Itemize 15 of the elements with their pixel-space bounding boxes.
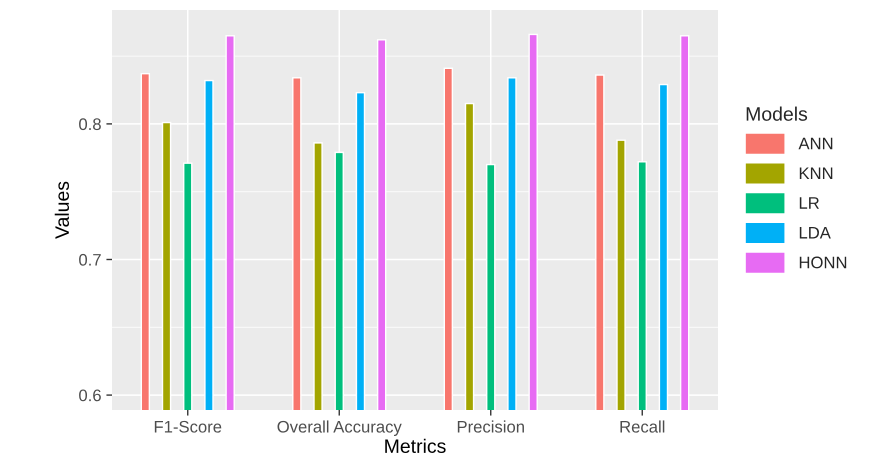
x-tick-label: F1-Score (154, 420, 222, 433)
x-tick-label: Precision (458, 420, 524, 433)
legend-label: HONN (800, 256, 846, 268)
legend-label: LDA (800, 226, 831, 238)
y-tick-label: 0.7 (79, 254, 101, 266)
legend-label: KNN (800, 167, 832, 179)
y-tick-label: 0.8 (79, 118, 101, 130)
y-tick-label: 0.6 (79, 389, 101, 402)
x-tick-label: Overall Accuracy (278, 420, 402, 436)
x-axis-title: Metrics (385, 438, 446, 454)
x-tick-label: Recall (620, 420, 664, 433)
legend-label: ANN (798, 138, 832, 150)
y-axis-title: Values (54, 182, 70, 239)
legend-label: LR (800, 197, 819, 209)
legend-title: Models (746, 106, 808, 121)
